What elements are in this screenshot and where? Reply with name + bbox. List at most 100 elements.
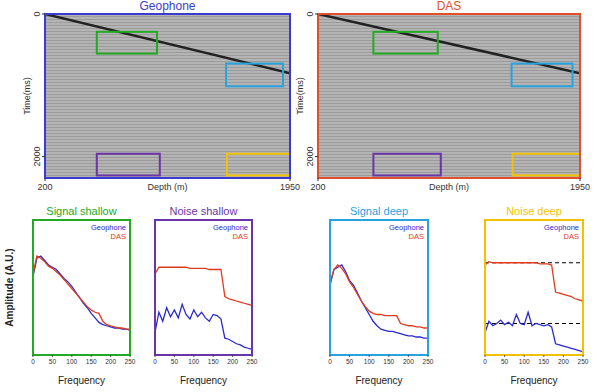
spectrum-line bbox=[485, 312, 583, 351]
spectrum-panel: Noise shallow050100150200250FrequencyGeo… bbox=[153, 205, 258, 386]
x-tick-label: 100 bbox=[188, 358, 199, 365]
x-tick-label: 150 bbox=[86, 358, 97, 365]
seismic-image bbox=[45, 14, 290, 178]
plot-bg bbox=[155, 220, 252, 355]
legend-entry: DAS bbox=[409, 232, 424, 241]
seismic-panel: Geophone 0 2000 Time(ms) 200 1950 Depth (m) bbox=[22, 0, 300, 192]
y-tick-label: 2000 bbox=[305, 147, 315, 167]
seismic-image bbox=[318, 14, 580, 178]
panel-frame bbox=[155, 220, 252, 355]
y-tick-label: 0 bbox=[305, 11, 315, 16]
panel-title: Signal shallow bbox=[46, 205, 116, 217]
x-tick bbox=[543, 355, 544, 357]
panel-title: Noise deep bbox=[506, 205, 562, 217]
plot-area bbox=[318, 14, 580, 175]
plot-bg bbox=[33, 220, 130, 355]
x-tick-label: 0 bbox=[31, 358, 35, 365]
x-tick bbox=[213, 355, 214, 357]
region-box bbox=[373, 32, 437, 54]
y-axis-title: Time(ms) bbox=[295, 77, 305, 115]
x-tick-label: 150 bbox=[383, 358, 394, 365]
x-tick bbox=[408, 355, 409, 357]
panel-frame bbox=[33, 220, 130, 355]
spectrum-line bbox=[330, 265, 428, 328]
x-axis-title: Frequency bbox=[510, 375, 557, 386]
plot-area bbox=[45, 14, 290, 175]
panel-title: DAS bbox=[437, 0, 462, 13]
legend-entry: DAS bbox=[564, 232, 579, 241]
x-tick-label: 0 bbox=[153, 358, 157, 365]
y-tick-label: 0 bbox=[32, 11, 42, 16]
x-tick bbox=[349, 355, 350, 357]
spectrum-line bbox=[485, 262, 583, 301]
x-tick-label: 250 bbox=[578, 358, 589, 365]
legend-entry: Geophone bbox=[544, 223, 579, 232]
spectrum-line bbox=[33, 256, 130, 330]
region-box bbox=[373, 154, 440, 176]
panel-title: Noise shallow bbox=[170, 205, 238, 217]
y-tick bbox=[315, 156, 318, 157]
region-box bbox=[226, 64, 283, 87]
x-tick bbox=[45, 178, 46, 181]
y-axis-title: Time(ms) bbox=[22, 77, 32, 115]
x-tick-label: 200 bbox=[37, 182, 52, 192]
legend-entry: DAS bbox=[111, 232, 126, 241]
region-box bbox=[97, 154, 160, 176]
x-axis-title: Depth (m) bbox=[147, 182, 187, 192]
x-tick bbox=[33, 355, 34, 357]
x-tick-label: 50 bbox=[346, 358, 354, 365]
panel-frame bbox=[45, 14, 290, 178]
x-tick bbox=[174, 355, 175, 357]
panel-title: Geophone bbox=[139, 0, 195, 13]
x-tick bbox=[290, 178, 291, 181]
plot-area bbox=[330, 265, 428, 338]
x-tick bbox=[71, 355, 72, 357]
x-tick-label: 200 bbox=[310, 182, 325, 192]
x-axis-title: Frequency bbox=[355, 375, 402, 386]
spectrum-panel: Signal deep050100150200250FrequencyGeoph… bbox=[328, 205, 434, 386]
spectrum-line bbox=[330, 265, 428, 338]
x-tick-label: 1950 bbox=[280, 182, 300, 192]
x-tick bbox=[485, 355, 486, 357]
panel-title: Signal deep bbox=[350, 205, 408, 217]
x-tick-label: 50 bbox=[49, 358, 57, 365]
seismic-panel: DAS 0 2000 Time(ms) 200 1950 Depth (m) bbox=[295, 0, 590, 192]
x-tick-label: 200 bbox=[403, 358, 414, 365]
spectrum-line bbox=[155, 304, 252, 349]
region-box bbox=[512, 64, 573, 87]
x-tick bbox=[130, 355, 131, 357]
x-tick bbox=[583, 355, 584, 357]
x-tick-label: 200 bbox=[558, 358, 569, 365]
region-box bbox=[227, 154, 290, 176]
plot-area bbox=[155, 267, 252, 349]
x-tick bbox=[318, 178, 319, 181]
legend-entry: Geophone bbox=[213, 223, 248, 232]
x-tick-label: 150 bbox=[538, 358, 549, 365]
y-axis-title: Amplitude (A.U.) bbox=[4, 248, 15, 326]
x-axis-title: Depth (m) bbox=[429, 182, 469, 192]
y-tick bbox=[42, 156, 45, 157]
x-tick-label: 100 bbox=[364, 358, 375, 365]
panel-frame bbox=[330, 220, 428, 355]
x-tick-label: 200 bbox=[105, 358, 116, 365]
x-tick-label: 250 bbox=[247, 358, 258, 365]
legend-entry: DAS bbox=[233, 232, 248, 241]
x-tick bbox=[232, 355, 233, 357]
panel-frame bbox=[318, 14, 580, 178]
x-tick bbox=[330, 355, 331, 357]
y-tick bbox=[42, 14, 45, 15]
spectrum-panel: Noise deep050100150200250FrequencyGeopho… bbox=[483, 205, 589, 386]
x-tick bbox=[563, 355, 564, 357]
x-tick-label: 250 bbox=[423, 358, 434, 365]
x-tick-label: 50 bbox=[171, 358, 179, 365]
y-tick-label: 2000 bbox=[32, 147, 42, 167]
x-axis-title: Frequency bbox=[180, 375, 227, 386]
reference-line bbox=[485, 323, 583, 324]
region-box bbox=[97, 32, 157, 54]
legend-entry: Geophone bbox=[91, 223, 126, 232]
x-tick bbox=[110, 355, 111, 357]
x-tick-label: 1950 bbox=[570, 182, 590, 192]
spectrum-line bbox=[33, 256, 130, 329]
x-tick-label: 100 bbox=[66, 358, 77, 365]
x-tick-label: 100 bbox=[519, 358, 530, 365]
